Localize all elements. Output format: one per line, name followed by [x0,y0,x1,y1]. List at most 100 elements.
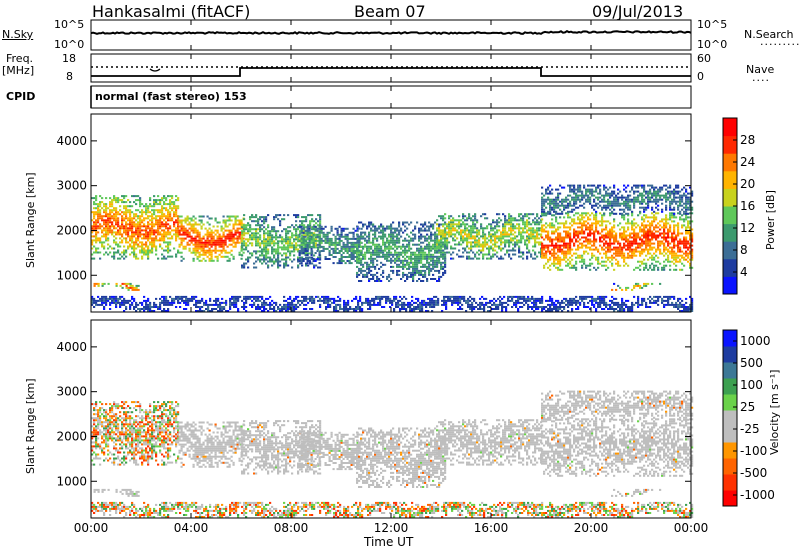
power-cell [639,264,642,267]
power-cell [599,196,602,199]
power-cell [683,244,686,247]
power-cell [567,226,570,229]
power-cell [593,236,596,239]
power-cell [508,227,511,230]
power-cell [543,238,546,241]
power-cell [649,252,652,255]
power-cell [609,246,612,249]
power-cell [230,253,233,256]
power-cell [593,216,596,219]
power-cell [563,256,566,259]
power-cell [285,228,288,231]
power-cell [267,242,270,245]
power-cell [460,233,463,236]
power-cell [599,232,602,235]
power-cell [613,190,616,193]
power-cell [649,222,652,225]
power-cell [344,243,347,246]
power-cell [240,227,243,230]
power-cell [555,242,558,245]
power-cell [631,224,634,227]
power-cell [161,235,164,238]
power-cell [671,214,674,217]
power-cell [653,242,656,245]
power-cell [190,225,193,228]
power-cell [645,232,648,235]
power-cell [196,257,199,260]
power-cell [691,234,694,237]
power-cell [484,245,487,248]
power-cell [241,246,244,249]
power-cell [611,242,614,245]
power-cell [593,244,596,247]
power-cell [287,264,290,267]
power-cell [394,253,397,256]
power-cell [545,256,548,259]
power-cell [334,239,337,242]
power-cell [621,238,624,241]
power-cell [99,251,102,254]
power-cell [247,228,250,231]
power-cell [645,226,648,229]
power-cell [432,259,435,262]
power-cell [555,204,558,207]
power-cell [675,236,678,239]
power-cell [165,227,168,230]
power-cell [275,242,278,245]
power-cell [287,248,290,251]
power-cell [305,252,308,255]
power-cell [125,233,128,236]
power-cell [583,262,586,265]
power-cell [315,228,318,231]
power-cell [490,225,493,228]
power-cell [609,234,612,237]
power-cell [139,251,142,254]
power-cell [534,223,537,226]
power-cell [689,234,692,237]
power-cell [210,257,213,260]
power-cell [95,211,98,214]
power-cell [103,209,106,212]
power-cell [388,247,391,250]
power-cell [565,252,568,255]
power-cell [354,260,357,262]
power-cell [303,224,306,227]
power-cell [301,236,304,239]
power-cell [396,271,399,274]
power-cell [444,227,447,230]
power-cell [506,241,509,244]
power-cell [663,248,666,251]
power-cell [400,227,403,230]
power-cell [295,242,298,245]
power-cell [532,237,535,240]
power-cell [677,260,680,263]
power-cell [510,231,513,234]
power-cell [603,234,606,237]
power-cell [563,254,566,257]
power-cell [520,235,523,238]
power-cell [222,227,225,230]
power-cell [396,257,399,260]
power-cell [338,225,341,228]
power-cell [424,229,427,232]
power-cell [478,229,481,232]
power-cell [579,242,582,245]
power-cell [131,239,134,242]
power-cell [569,252,572,255]
power-cell [169,205,172,208]
power-cell [109,231,112,234]
power-cell [414,259,417,262]
power-cell [615,240,618,243]
power-cell [613,234,616,237]
power-cell [310,258,313,260]
power-cell [400,253,403,256]
power-cell [236,223,239,226]
power-cell [611,262,614,265]
power-cell [631,232,634,235]
power-cell [647,258,650,261]
power-cell [629,240,632,243]
power-cell [577,232,580,235]
power-cell [330,227,333,230]
power-cell [500,219,503,222]
power-cell [402,275,405,278]
